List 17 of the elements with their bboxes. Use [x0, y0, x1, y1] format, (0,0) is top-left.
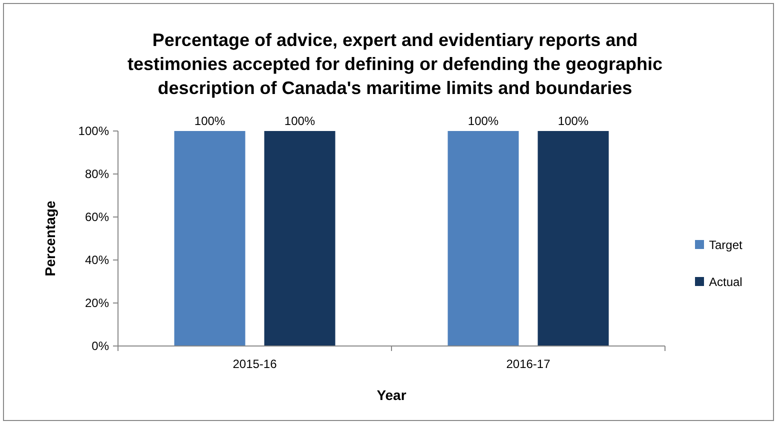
data-label: 100% [468, 114, 499, 128]
y-tick-label: 80% [84, 167, 110, 181]
y-tick-label: 20% [84, 296, 110, 310]
legend-label: Actual [709, 275, 742, 289]
x-axis-title: Year [376, 387, 407, 403]
data-label: 100% [284, 114, 316, 128]
y-tick-label: 40% [84, 253, 110, 267]
x-tick-label: 2015-16 [232, 357, 278, 371]
data-label: 100% [194, 114, 226, 128]
y-tick-label: 0% [92, 339, 110, 353]
data-label: 100% [558, 114, 589, 128]
x-tick-label: 2016-17 [506, 357, 551, 371]
y-tick-label: 60% [84, 210, 110, 224]
chart-title: Percentage of advice, expert and evidentiary reports and testimonies accepted for defining or defending the geographic description of Canada's maritime limits and boundaries [127, 30, 663, 98]
y-tick-label: 100% [78, 124, 110, 138]
y-axis-title: Percentage [42, 200, 58, 276]
legend-label: Target [709, 238, 744, 252]
